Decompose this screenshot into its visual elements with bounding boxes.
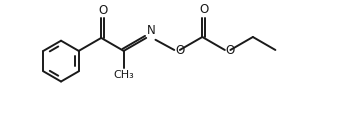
- Text: N: N: [147, 24, 156, 37]
- Text: O: O: [175, 44, 184, 57]
- Text: CH₃: CH₃: [113, 70, 134, 80]
- Text: O: O: [98, 4, 107, 17]
- Text: O: O: [226, 44, 235, 57]
- Text: O: O: [199, 3, 209, 16]
